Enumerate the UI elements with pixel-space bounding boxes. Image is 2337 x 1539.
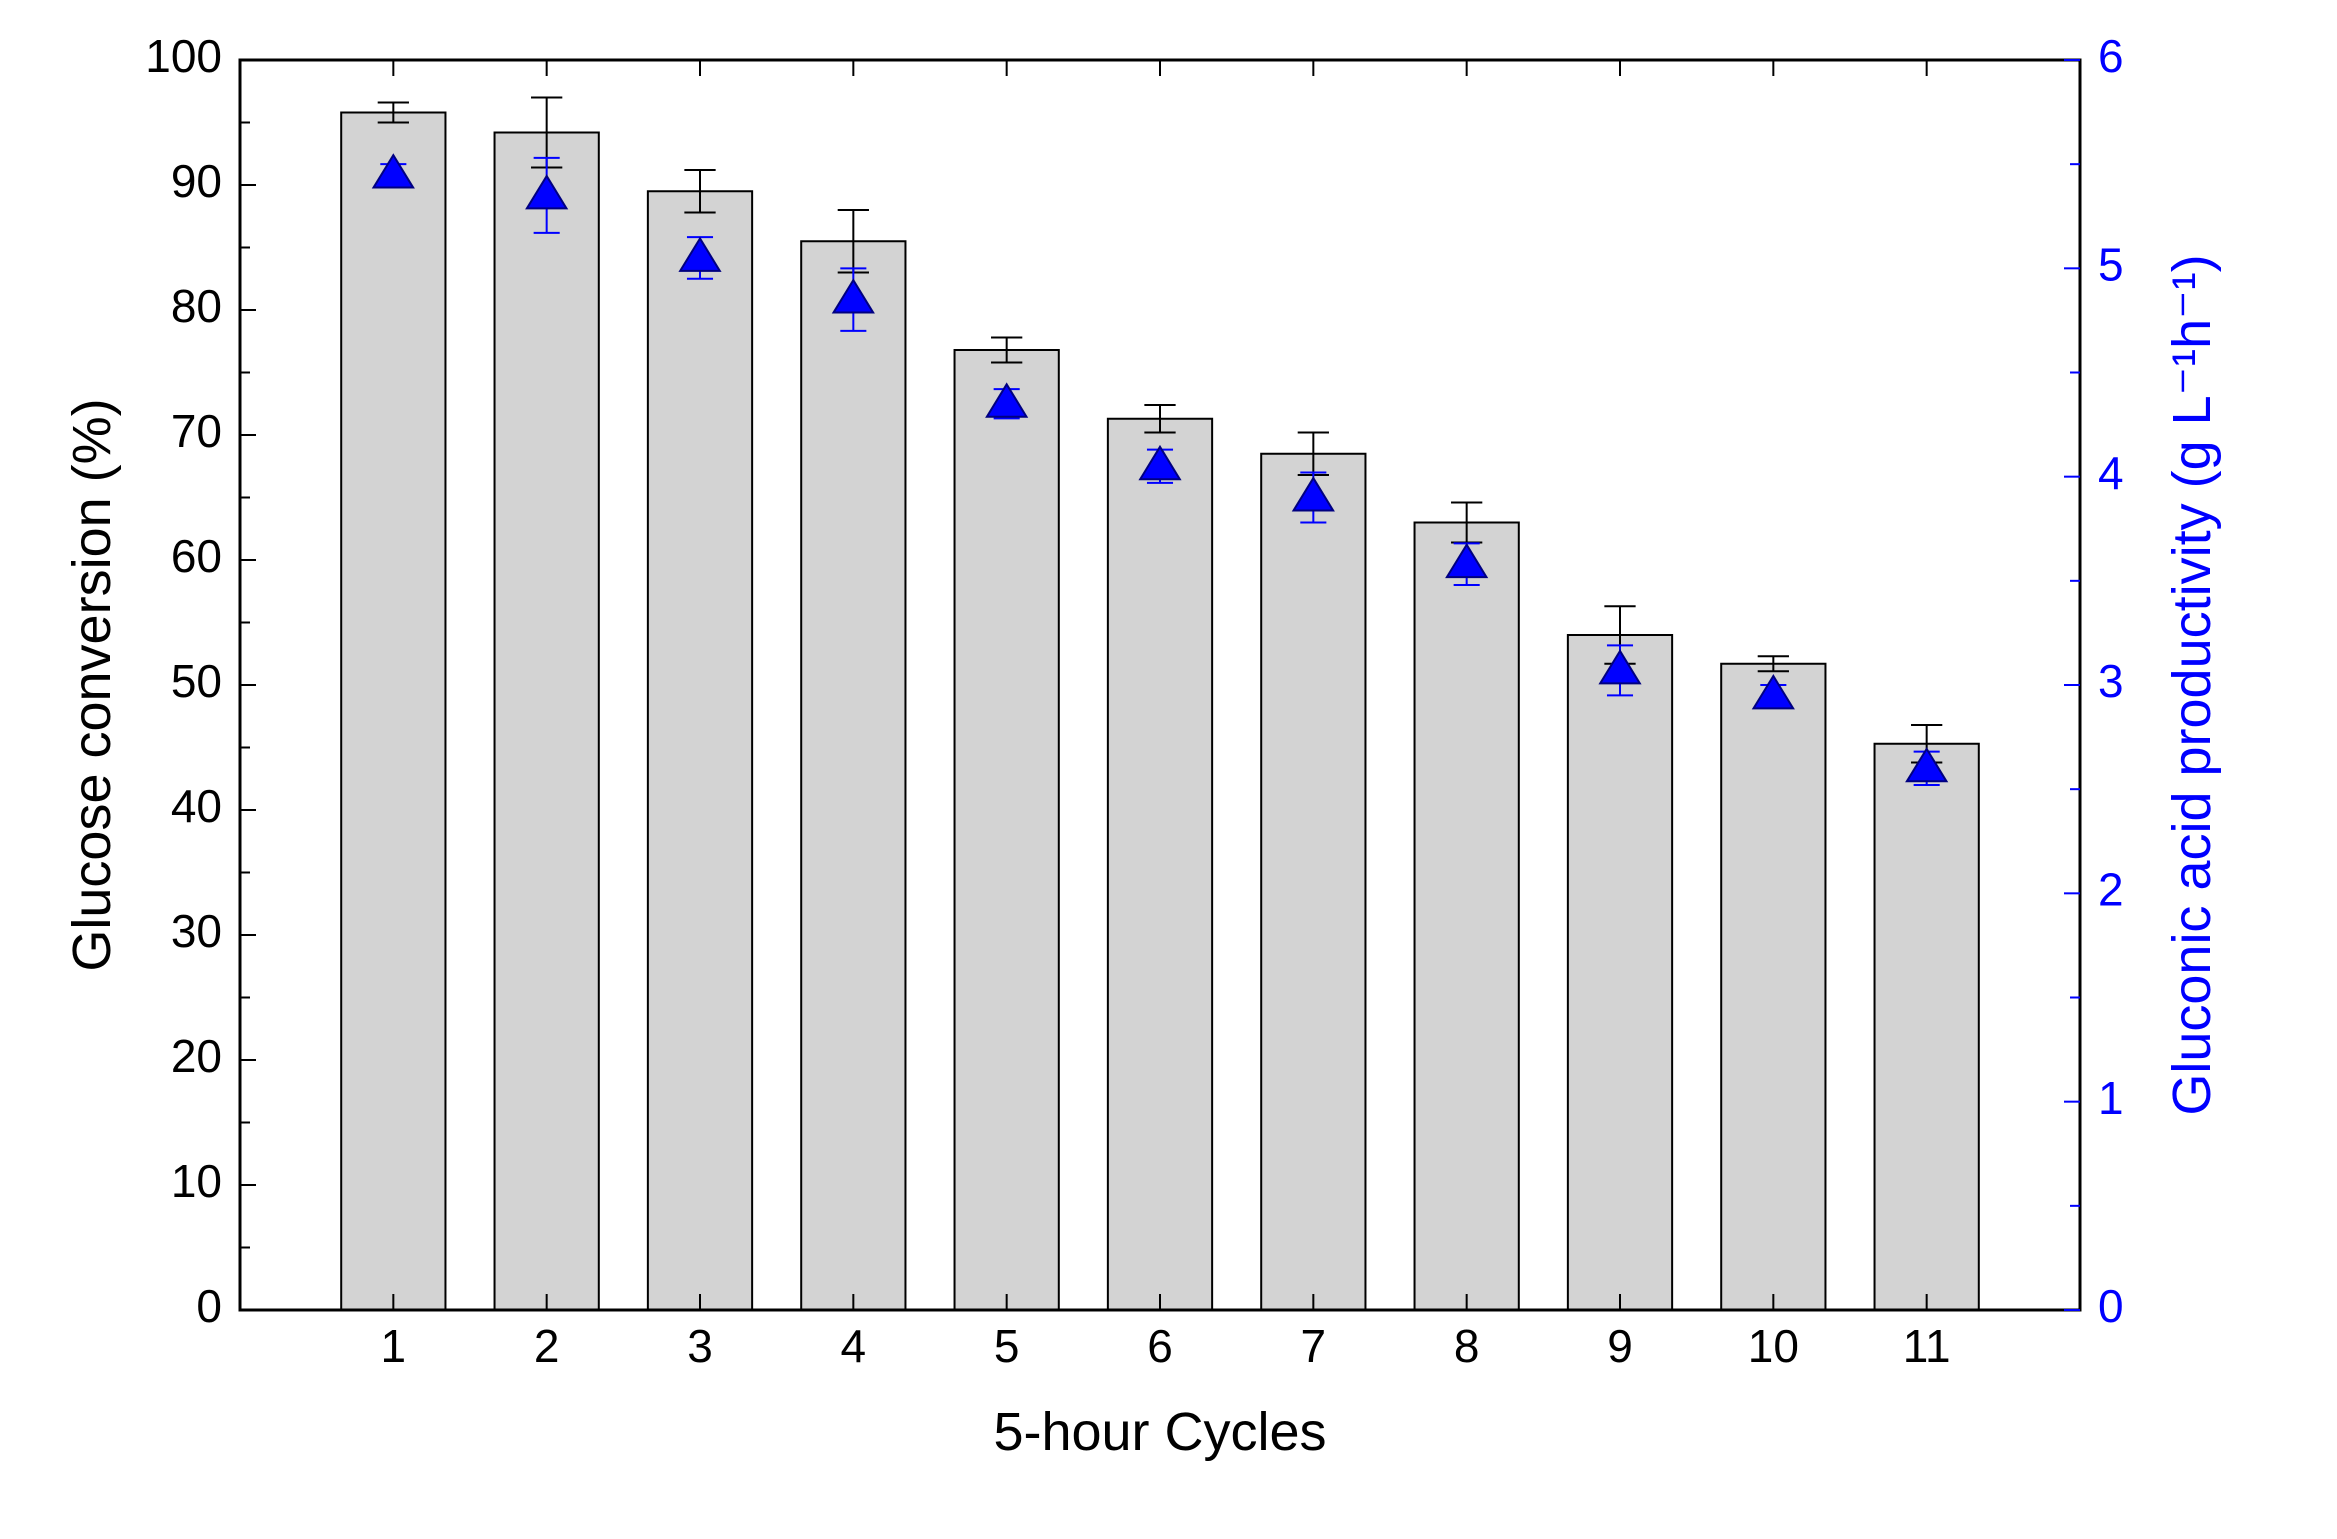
y-right-tick-label: 4	[2098, 447, 2124, 499]
y-left-tick-label: 60	[171, 530, 222, 582]
y-left-tick-label: 90	[171, 155, 222, 207]
x-axis-label: 5-hour Cycles	[993, 1402, 1326, 1462]
y-left-tick-label: 0	[196, 1280, 222, 1332]
y-left-tick-label: 40	[171, 780, 222, 832]
bar	[1415, 523, 1519, 1311]
x-tick-label: 3	[687, 1320, 713, 1372]
y-right-tick-label: 5	[2098, 238, 2124, 290]
y-left-tick-label: 20	[171, 1030, 222, 1082]
x-tick-label: 10	[1748, 1320, 1799, 1372]
y-left-axis-label: Glucose conversion (%)	[62, 398, 122, 971]
bar	[341, 113, 445, 1311]
y-right-tick-label: 6	[2098, 30, 2124, 82]
x-tick-label: 5	[994, 1320, 1020, 1372]
bar	[801, 241, 905, 1310]
y-right-axis-label: Gluconic acid productivity (g L⁻¹h⁻¹)	[2162, 254, 2222, 1115]
y-left-tick-label: 10	[171, 1155, 222, 1207]
bar	[1261, 454, 1365, 1310]
y-left-tick-label: 70	[171, 405, 222, 457]
chart-svg: 0 10 20 30 40 50 60 70 80 90 100 0 1 2 3 4 5 6 1 2 3 4 5 6 7 8 9 10…	[0, 0, 2337, 1539]
x-tick-label: 1	[381, 1320, 407, 1372]
y-right-tick-label: 3	[2098, 655, 2124, 707]
x-tick-label: 7	[1301, 1320, 1327, 1372]
x-tick-label: 4	[841, 1320, 867, 1372]
bar	[648, 191, 752, 1310]
x-tick-label: 9	[1607, 1320, 1633, 1372]
y-left-tick-label: 80	[171, 280, 222, 332]
y-right-tick-label: 1	[2098, 1072, 2124, 1124]
y-left-tick-label: 50	[171, 655, 222, 707]
bar	[955, 350, 1059, 1310]
y-left-tick-label: 100	[145, 30, 222, 82]
chart-container: 0 10 20 30 40 50 60 70 80 90 100 0 1 2 3 4 5 6 1 2 3 4 5 6 7 8 9 10…	[0, 0, 2337, 1539]
y-left-tick-label: 30	[171, 905, 222, 957]
x-tick-label: 8	[1454, 1320, 1480, 1372]
x-tick-label: 2	[534, 1320, 560, 1372]
x-tick-label: 11	[1903, 1320, 1951, 1372]
bar	[495, 133, 599, 1311]
bar	[1875, 744, 1979, 1310]
x-tick-label: 6	[1147, 1320, 1173, 1372]
bar	[1721, 664, 1825, 1310]
y-right-tick-label: 0	[2098, 1280, 2124, 1332]
bar	[1108, 419, 1212, 1310]
bar	[1568, 635, 1672, 1310]
y-right-tick-label: 2	[2098, 863, 2124, 915]
